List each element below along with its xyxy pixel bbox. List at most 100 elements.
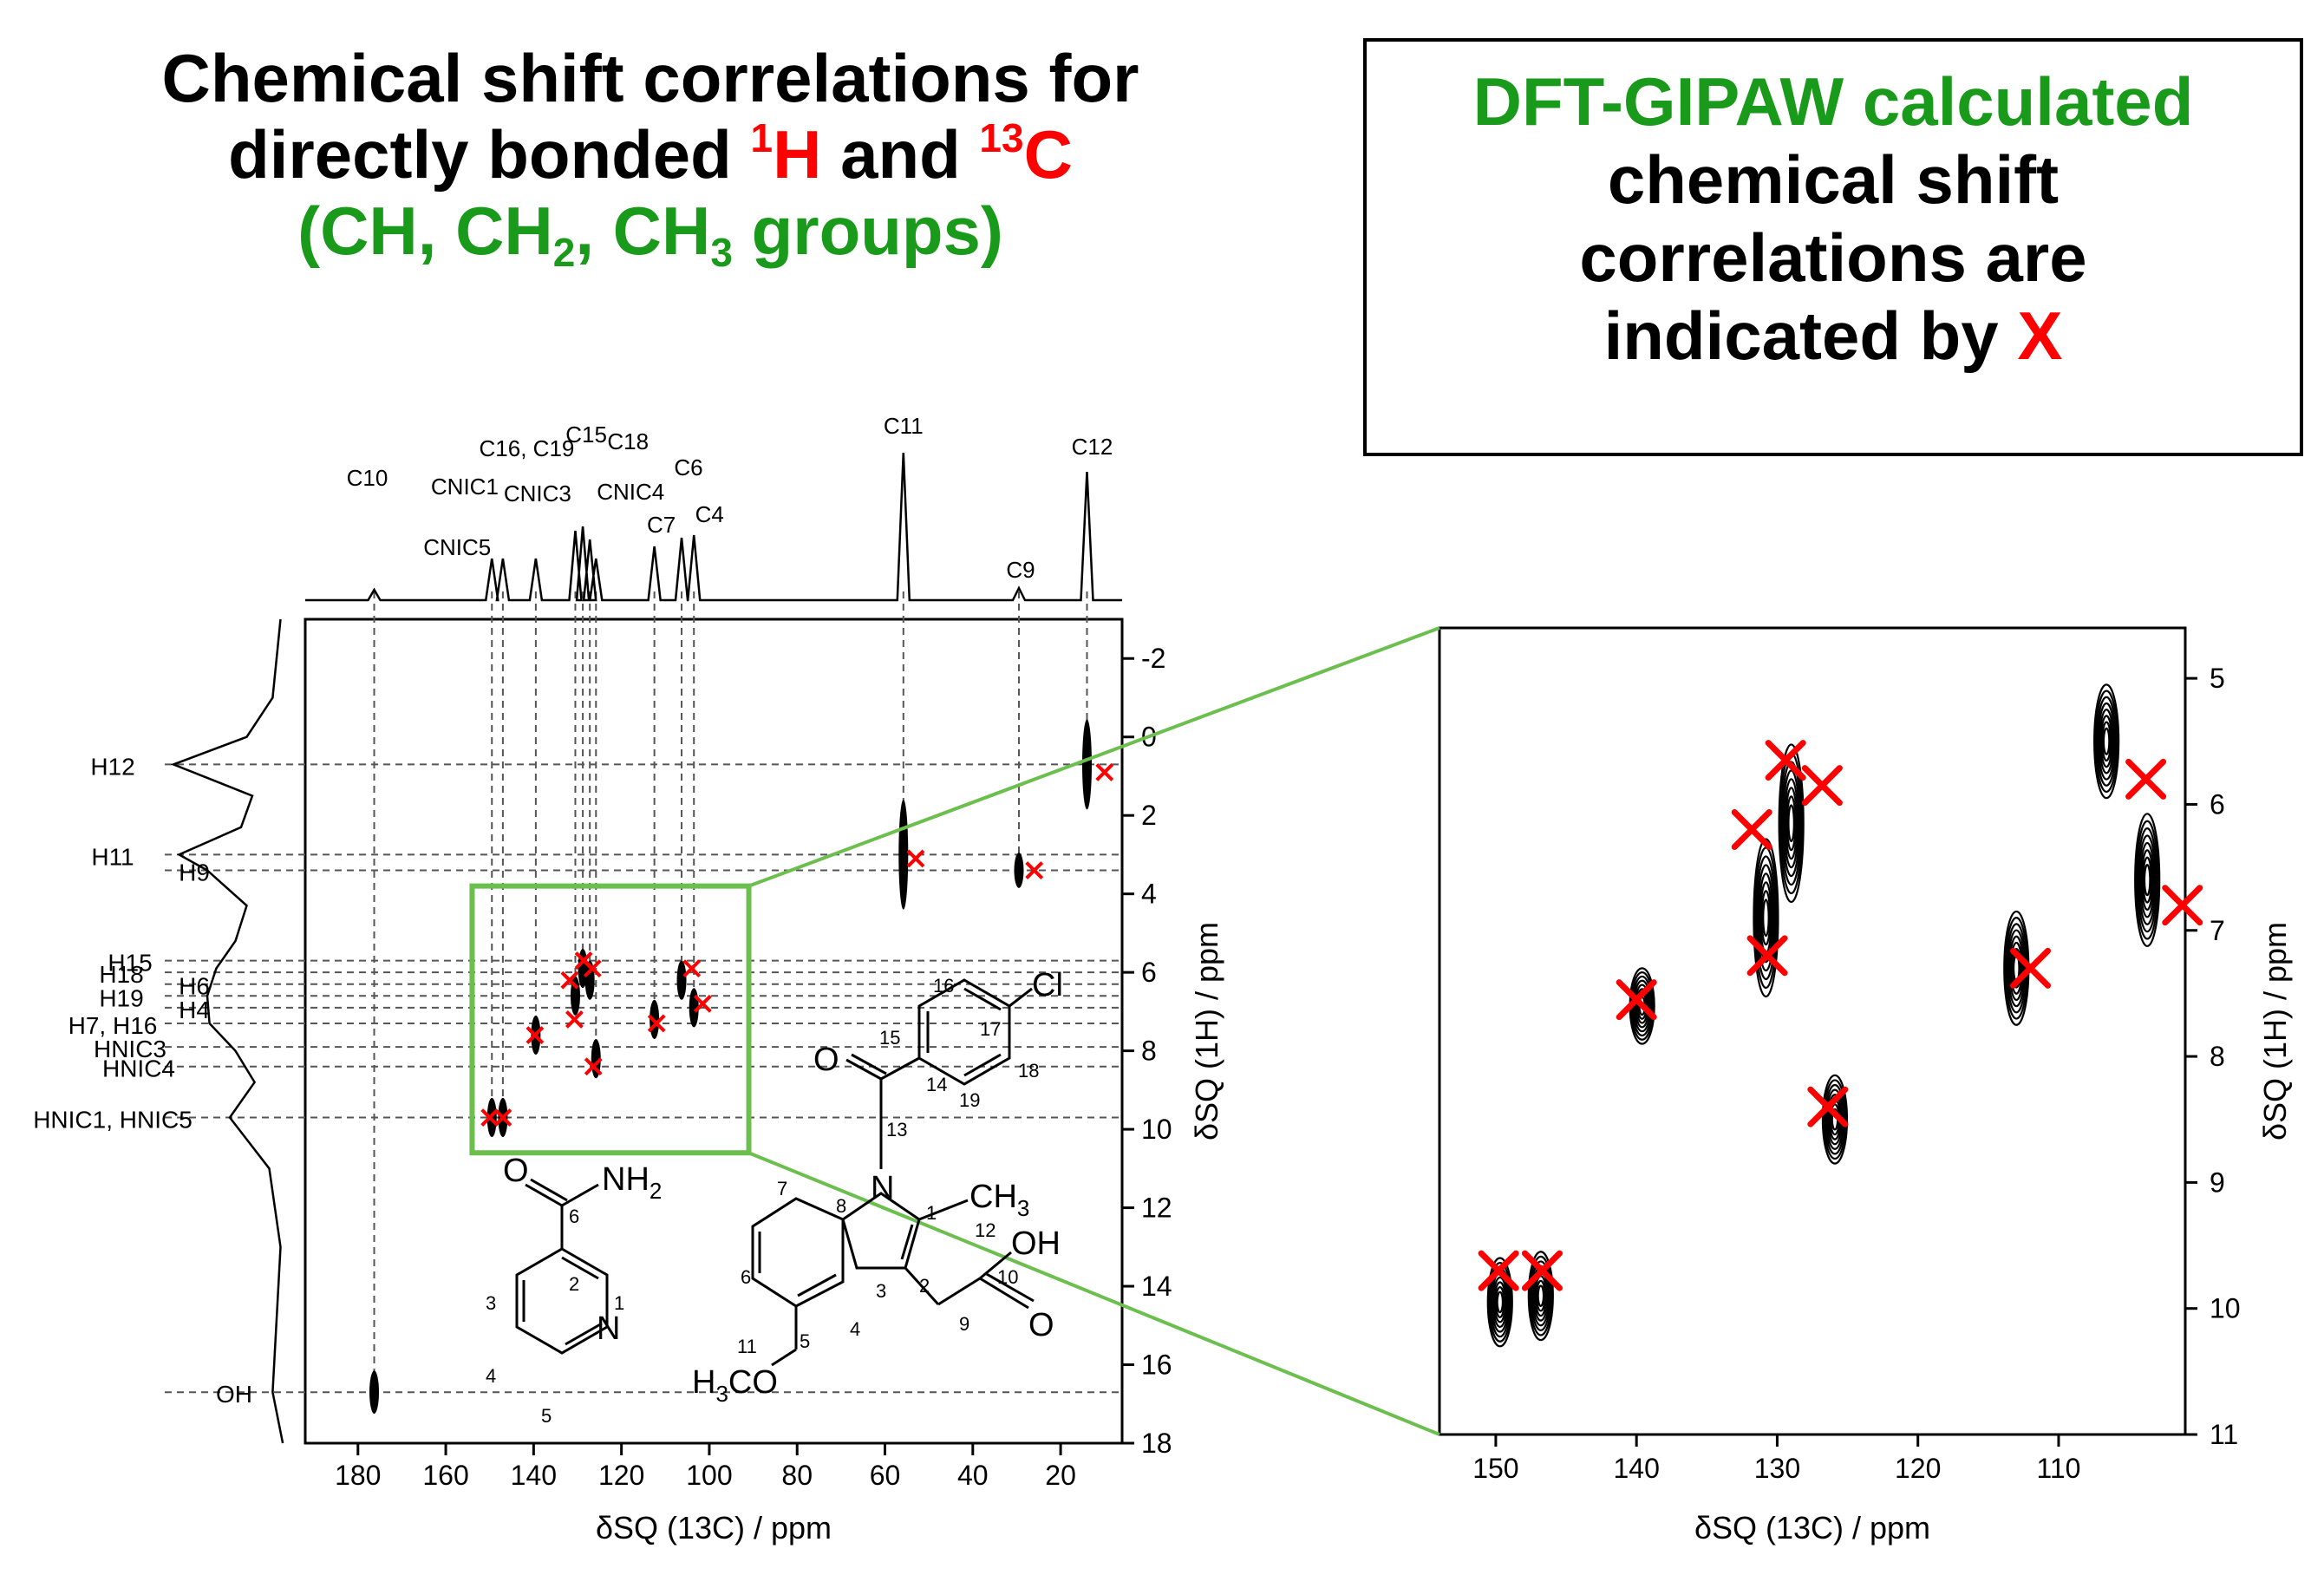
contour-level: [1785, 795, 1797, 852]
main-calculated-x-marker: [647, 1014, 666, 1033]
contour-level: [2142, 856, 2153, 904]
svg-text:13: 13: [886, 1119, 907, 1140]
proton-peak-label: H18: [99, 961, 143, 988]
main-x-tick-label: 180: [335, 1460, 381, 1491]
main-y-tick-label: -2: [1141, 643, 1165, 674]
carbon-peak-label: CNIC3: [504, 480, 571, 506]
main-contour-peak: [1014, 853, 1024, 888]
contour-level: [1492, 1276, 1508, 1329]
proton-peak-label: OH: [216, 1381, 252, 1408]
main-calculated-x-marker: [480, 1108, 499, 1127]
legend-line-2: chemical shift: [1607, 141, 2060, 218]
carbon-peak-label: C16, C19: [480, 435, 575, 461]
svg-text:17: 17: [980, 1018, 1001, 1040]
carbon-peak-label: CNIC4: [597, 479, 664, 505]
main-calculated-x-marker: [565, 1010, 584, 1029]
indomethacin-Cl: Cl: [1032, 967, 1063, 1003]
contour-level: [1782, 769, 1801, 878]
contour-level: [1488, 1262, 1512, 1343]
contour-level: [2139, 841, 2156, 918]
svg-text:16: 16: [933, 975, 954, 997]
main-x-tick-label: 40: [957, 1460, 989, 1491]
carbon-peak-label: C9: [1006, 557, 1035, 583]
contour-level: [2101, 721, 2112, 762]
nicotinamide-NH2: NH2: [602, 1161, 662, 1204]
contour-level: [2134, 813, 2161, 948]
carbon-peak-label: C12: [1072, 434, 1113, 460]
carbon-peak-label: C10: [347, 465, 388, 491]
proton-peak-label: H19: [99, 984, 143, 1011]
zoom-calculated-x-marker: [2010, 947, 2052, 989]
main-contour-peak: [676, 960, 687, 1000]
contour-level: [2137, 827, 2158, 933]
svg-text:6: 6: [569, 1206, 579, 1227]
figure-title: Chemical shift correlations for directly…: [17, 40, 1283, 272]
contour-level: [2007, 929, 2026, 1008]
legend-marker: X: [2017, 297, 2063, 374]
zoom-connector-top: [747, 626, 1440, 888]
zoom-calculated-x-marker: [2125, 758, 2167, 800]
contour-level: [2140, 849, 2154, 912]
svg-text:8: 8: [836, 1195, 846, 1217]
carbon-peak-label: C15: [565, 422, 607, 448]
carbon-peak-label: C6: [674, 454, 702, 480]
contour-level: [1535, 1279, 1546, 1312]
main-plot: [304, 618, 1124, 1445]
svg-text:2: 2: [569, 1273, 579, 1295]
contour-level: [2135, 820, 2159, 940]
svg-text:4: 4: [850, 1318, 860, 1340]
pyridine-ring: [515, 1247, 609, 1355]
nicotinamide-O: O: [503, 1153, 529, 1189]
svg-text:7: 7: [777, 1178, 787, 1199]
nicotinamide-labels: O NH2 N 1 2 3 4 5 6: [486, 1153, 662, 1427]
svg-text:3: 3: [486, 1292, 496, 1314]
indole-benzene-ring: [751, 1197, 845, 1308]
main-y-tick-label: 2: [1141, 800, 1157, 831]
main-contour-peak: [898, 800, 909, 910]
svg-text:18: 18: [1018, 1060, 1039, 1082]
contour-level: [1496, 1291, 1505, 1314]
contour-level: [1537, 1284, 1545, 1307]
zoom-y-tick-label: 6: [2210, 788, 2225, 820]
svg-text:3: 3: [876, 1280, 886, 1302]
main-x-tick-label: 120: [598, 1460, 644, 1491]
svg-text:4: 4: [486, 1365, 496, 1387]
svg-text:11: 11: [737, 1336, 757, 1357]
zoom-calculated-x-marker: [1801, 765, 1843, 807]
main-calculated-x-marker: [682, 959, 702, 978]
main-y-tick-label: 14: [1141, 1271, 1172, 1302]
zoom-x-axis-label: δSQ (13C) / ppm: [1694, 1510, 1930, 1546]
zoom-y-tick-label: 8: [2210, 1041, 2225, 1072]
indole-pyrrole-ring: [841, 1192, 921, 1270]
main-calculated-x-marker: [526, 1026, 545, 1044]
proton-peak-label: H9: [179, 859, 210, 886]
zoom-x-tick-label: 150: [1472, 1453, 1518, 1484]
main-y-tick-label: 4: [1141, 879, 1157, 910]
indomethacin-structure: [751, 978, 1035, 1367]
proton-peak-label: H11: [91, 843, 134, 870]
contour-level: [1634, 984, 1650, 1029]
contour-level: [2096, 696, 2118, 787]
zoom-calculated-x-marker: [2162, 885, 2203, 926]
svg-text:1: 1: [614, 1292, 624, 1314]
main-calculated-x-marker: [1095, 763, 1114, 781]
contour-level: [1756, 864, 1775, 972]
svg-text:1: 1: [926, 1202, 937, 1224]
zoom-connector-bottom: [747, 1151, 1440, 1436]
zoom-y-tick-label: 10: [2210, 1293, 2241, 1324]
zoom-y-tick-label: 7: [2210, 915, 2225, 946]
contour-level: [2011, 948, 2022, 989]
carbon-peak-label: CNIC5: [423, 534, 491, 560]
indomethacin-acid-O: O: [1028, 1307, 1054, 1343]
contour-level: [1762, 899, 1770, 938]
contour-level: [2094, 689, 2118, 794]
nicotinamide-structure: [515, 1178, 609, 1355]
main-y-tick-label: 18: [1141, 1428, 1172, 1459]
zoom-contour-peak: [2134, 813, 2161, 948]
proton-peak-label: HNIC3: [94, 1036, 166, 1062]
indomethacin-methoxy: H3CO: [692, 1364, 778, 1407]
zoom-plot-frame: [1438, 626, 2187, 1436]
contour-level: [1753, 838, 1779, 998]
contour-level: [1494, 1286, 1505, 1318]
nicotinamide-N: N: [597, 1310, 620, 1347]
